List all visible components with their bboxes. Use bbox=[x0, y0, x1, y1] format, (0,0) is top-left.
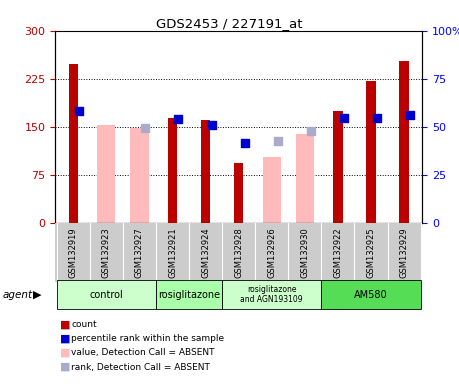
Text: GSM132930: GSM132930 bbox=[300, 227, 309, 278]
Point bbox=[406, 112, 414, 118]
Text: control: control bbox=[90, 290, 123, 300]
Text: GSM132924: GSM132924 bbox=[201, 227, 210, 278]
Bar bbox=[366, 81, 375, 223]
Text: GSM132922: GSM132922 bbox=[333, 227, 342, 278]
Point bbox=[241, 140, 248, 146]
Text: GSM132921: GSM132921 bbox=[168, 227, 177, 278]
Text: count: count bbox=[71, 320, 97, 329]
Point bbox=[175, 116, 182, 122]
Bar bbox=[130, 128, 149, 223]
Bar bbox=[296, 134, 314, 223]
Text: agent: agent bbox=[2, 290, 33, 300]
Text: GSM132927: GSM132927 bbox=[135, 227, 144, 278]
Bar bbox=[168, 118, 177, 223]
Text: ▶: ▶ bbox=[33, 290, 42, 300]
Point bbox=[373, 115, 381, 121]
Text: rosiglitazone
and AGN193109: rosiglitazone and AGN193109 bbox=[241, 285, 303, 305]
Point bbox=[76, 108, 83, 114]
Point bbox=[340, 115, 347, 121]
Point bbox=[307, 128, 314, 134]
Text: GSM132923: GSM132923 bbox=[102, 227, 111, 278]
Text: rosiglitazone: rosiglitazone bbox=[158, 290, 220, 300]
Bar bbox=[156, 280, 222, 309]
Bar bbox=[234, 163, 243, 223]
Text: GSM132928: GSM132928 bbox=[234, 227, 243, 278]
Text: GDS2453 / 227191_at: GDS2453 / 227191_at bbox=[156, 17, 303, 30]
Bar bbox=[263, 157, 281, 223]
Text: GSM132919: GSM132919 bbox=[69, 227, 78, 278]
Bar bbox=[321, 280, 420, 309]
Text: value, Detection Call = ABSENT: value, Detection Call = ABSENT bbox=[71, 348, 215, 358]
Text: ■: ■ bbox=[60, 319, 70, 329]
Text: GSM132929: GSM132929 bbox=[400, 227, 409, 278]
Point bbox=[142, 125, 149, 131]
Text: rank, Detection Call = ABSENT: rank, Detection Call = ABSENT bbox=[71, 362, 210, 372]
Bar bbox=[399, 61, 409, 223]
Bar bbox=[201, 120, 210, 223]
Text: ■: ■ bbox=[60, 362, 70, 372]
Text: percentile rank within the sample: percentile rank within the sample bbox=[71, 334, 224, 343]
Text: AM580: AM580 bbox=[354, 290, 388, 300]
Bar bbox=[69, 64, 78, 223]
Point bbox=[274, 138, 281, 144]
Bar bbox=[97, 126, 116, 223]
Bar bbox=[333, 111, 342, 223]
Text: ■: ■ bbox=[60, 334, 70, 344]
Point bbox=[208, 122, 215, 129]
Bar bbox=[57, 280, 156, 309]
Text: GSM132926: GSM132926 bbox=[267, 227, 276, 278]
Text: GSM132925: GSM132925 bbox=[366, 227, 375, 278]
Bar bbox=[222, 280, 321, 309]
Text: ■: ■ bbox=[60, 348, 70, 358]
